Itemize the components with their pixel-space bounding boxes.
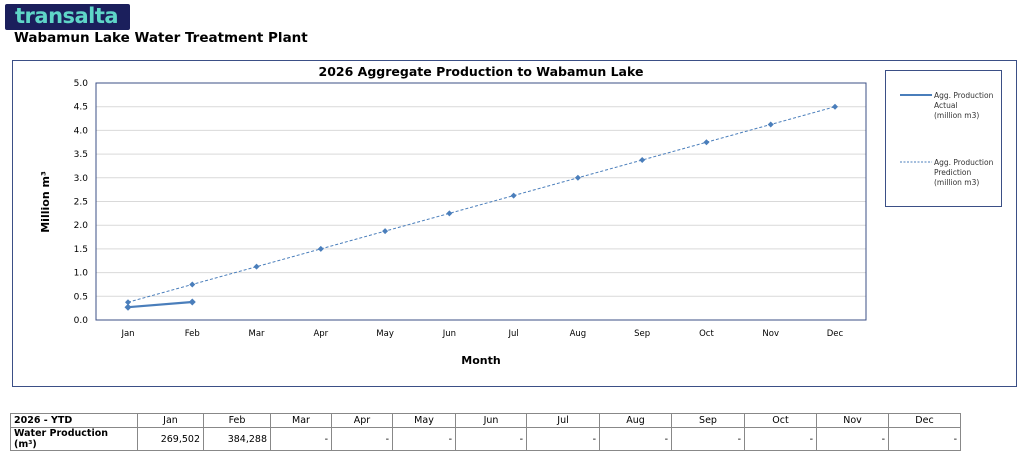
month-header: Dec xyxy=(888,413,961,428)
month-value: - xyxy=(331,427,393,451)
legend-text: Agg. Production xyxy=(934,158,994,167)
x-tick-label: Apr xyxy=(313,329,328,339)
y-tick-label: 4.5 xyxy=(74,103,88,113)
data-point xyxy=(253,263,260,270)
data-point xyxy=(510,192,517,199)
chart-frame xyxy=(12,60,1017,387)
row-label: Water Production (m³) xyxy=(10,427,138,451)
chart: 2026 Aggregate Production to Wabamun Lak… xyxy=(39,64,867,367)
y-tick-label: 0.5 xyxy=(74,292,88,302)
table-header: 2026 - YTD xyxy=(10,413,138,428)
month-header: May xyxy=(392,413,456,428)
transalta-logo: transalta xyxy=(5,4,130,30)
y-tick-label: 3.0 xyxy=(74,174,89,184)
x-tick-label: Jul xyxy=(508,329,519,339)
data-point xyxy=(832,103,838,110)
series-line-1 xyxy=(127,106,836,303)
page-title: Wabamun Lake Water Treatment Plant xyxy=(14,30,308,46)
x-tick-label: May xyxy=(376,329,394,339)
x-tick-label: Aug xyxy=(570,329,587,339)
data-point xyxy=(639,157,646,164)
legend-text: Prediction xyxy=(934,168,972,177)
month-header: Jun xyxy=(455,413,527,428)
y-tick-label: 1.0 xyxy=(74,269,89,279)
data-point xyxy=(124,303,132,311)
y-tick-label: 3.5 xyxy=(74,150,88,160)
month-value: - xyxy=(455,427,527,451)
table-header-row: 2026 - YTD Jan Feb Mar Apr May Jun Jul Aug Sep Oct… xyxy=(10,413,961,428)
data-point xyxy=(574,174,581,181)
month-header: Jan xyxy=(137,413,204,428)
data-point xyxy=(317,245,324,252)
month-value: - xyxy=(888,427,961,451)
y-tick-label: 4.0 xyxy=(74,126,89,136)
production-table: 2026 - YTD Jan Feb Mar Apr May Jun Jul Aug Sep Oct… xyxy=(10,413,961,451)
month-header: Sep xyxy=(671,413,745,428)
plot-area xyxy=(95,82,867,321)
y-tick-label: 5.0 xyxy=(74,79,89,89)
legend-text: Agg. Production xyxy=(934,91,994,100)
month-value: - xyxy=(671,427,745,451)
y-tick-label: 2.5 xyxy=(74,198,88,208)
x-tick-label: Sep xyxy=(634,329,650,339)
x-tick-label: Nov xyxy=(762,329,779,339)
data-point xyxy=(703,139,710,146)
month-value: - xyxy=(744,427,817,451)
data-point xyxy=(188,298,196,306)
x-tick-label: Oct xyxy=(699,329,714,339)
legend-prediction: Agg. Production Prediction (million m3) xyxy=(934,158,993,188)
table-row: Water Production (m³) 269,502 384,288- - - - -… xyxy=(10,427,961,451)
month-header: Oct xyxy=(744,413,817,428)
x-tick-label: Jun xyxy=(442,329,456,339)
y-tick-label: 1.5 xyxy=(74,245,88,255)
legend-text: Actual xyxy=(934,101,958,110)
month-value: - xyxy=(816,427,889,451)
y-axis-label: Million m³ xyxy=(39,171,52,233)
month-value: 384,288 xyxy=(203,427,271,451)
data-point xyxy=(382,228,389,235)
x-tick-label: Dec xyxy=(827,329,844,339)
chart-title: 2026 Aggregate Production to Wabamun Lak… xyxy=(319,64,644,79)
data-point xyxy=(446,210,453,217)
data-point xyxy=(767,121,774,128)
month-header: Nov xyxy=(816,413,889,428)
x-tick-label: Mar xyxy=(249,329,266,339)
legend-actual: Agg. Production Actual (million m3) xyxy=(934,91,993,121)
data-point xyxy=(125,299,131,306)
month-header: Feb xyxy=(203,413,271,428)
x-axis-label: Month xyxy=(461,354,500,367)
y-tick-label: 0.0 xyxy=(74,316,89,326)
legend: Agg. Production Actual (million m3) Agg. P… xyxy=(885,70,1002,207)
legend-text: (million m3) xyxy=(934,178,980,187)
month-value: - xyxy=(270,427,332,451)
month-header: Jul xyxy=(526,413,600,428)
y-tick-label: 2.0 xyxy=(74,221,89,231)
series-line-0 xyxy=(127,300,193,309)
legend-text: (million m3) xyxy=(934,111,980,120)
month-header: Apr xyxy=(331,413,393,428)
x-tick-label: Feb xyxy=(185,329,200,339)
month-value: - xyxy=(599,427,672,451)
data-point xyxy=(189,281,196,288)
month-header: Mar xyxy=(270,413,332,428)
x-tick-label: Jan xyxy=(120,329,134,339)
month-header: Aug xyxy=(599,413,672,428)
month-value: - xyxy=(526,427,600,451)
month-value: - xyxy=(392,427,456,451)
month-value: 269,502 xyxy=(137,427,204,451)
